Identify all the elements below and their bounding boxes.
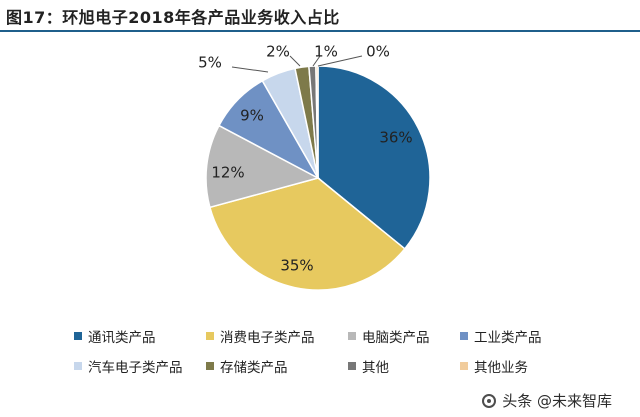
- legend-label: 通讯类产品: [88, 330, 156, 346]
- watermark-logo-icon: [482, 393, 497, 408]
- legend-item: 存储类产品: [206, 356, 288, 376]
- legend-item: 工业类产品: [460, 326, 542, 346]
- legend-label: 工业类产品: [474, 330, 542, 346]
- legend-swatch: [74, 362, 82, 370]
- figure-header: 图17：环旭电子2018年各产品业务收入占比: [0, 0, 640, 32]
- data-label: 1%: [314, 43, 338, 61]
- legend-row: 通讯类产品 消费电子类产品 电脑类产品 工业类产品: [74, 326, 634, 356]
- data-label: 36%: [379, 129, 412, 147]
- data-label: 0%: [366, 43, 390, 61]
- watermark-text: 头条 @未来智库: [502, 392, 612, 410]
- legend-label: 其他业务: [474, 360, 528, 376]
- leader-line: [231, 66, 269, 73]
- pie-slice: [205, 124, 321, 209]
- legend-label: 电脑类产品: [362, 330, 430, 346]
- data-label: 2%: [266, 43, 290, 61]
- data-label: 5%: [198, 54, 222, 72]
- leader-line: [312, 55, 321, 67]
- legend-row: 汽车电子类产品 存储类产品 其他 其他业务: [74, 356, 634, 386]
- legend-swatch: [460, 332, 468, 340]
- pie-slice: [208, 177, 406, 291]
- legend-item: 通讯类产品: [74, 326, 156, 346]
- legend-swatch: [74, 332, 82, 340]
- title-divider: [0, 30, 640, 32]
- pie-slice: [317, 65, 431, 250]
- legend-item: 其他: [348, 356, 389, 376]
- legend-swatch: [348, 362, 356, 370]
- legend-item: 汽车电子类产品: [74, 356, 183, 376]
- legend-label: 消费电子类产品: [220, 330, 315, 346]
- leader-line: [317, 55, 363, 67]
- legend-swatch: [206, 362, 214, 370]
- watermark: 头条 @未来智库: [482, 390, 612, 411]
- legend-label: 汽车电子类产品: [88, 360, 183, 376]
- data-label: 9%: [240, 107, 264, 125]
- leader-line: [289, 55, 301, 67]
- legend-label: 存储类产品: [220, 360, 288, 376]
- legend-item: 消费电子类产品: [206, 326, 315, 346]
- legend-label: 其他: [362, 360, 389, 376]
- legend-item: 其他业务: [460, 356, 528, 376]
- pie-slice: [315, 65, 319, 179]
- figure-title: 图17：环旭电子2018年各产品业务收入占比: [6, 8, 340, 27]
- data-label: 35%: [280, 257, 313, 275]
- chart-legend: 通讯类产品 消费电子类产品 电脑类产品 工业类产品 汽车电子类产品 存储类产品 其他 其他业…: [74, 326, 634, 386]
- data-label: 12%: [211, 164, 244, 182]
- legend-swatch: [206, 332, 214, 340]
- legend-swatch: [348, 332, 356, 340]
- legend-swatch: [460, 362, 468, 370]
- legend-item: 电脑类产品: [348, 326, 430, 346]
